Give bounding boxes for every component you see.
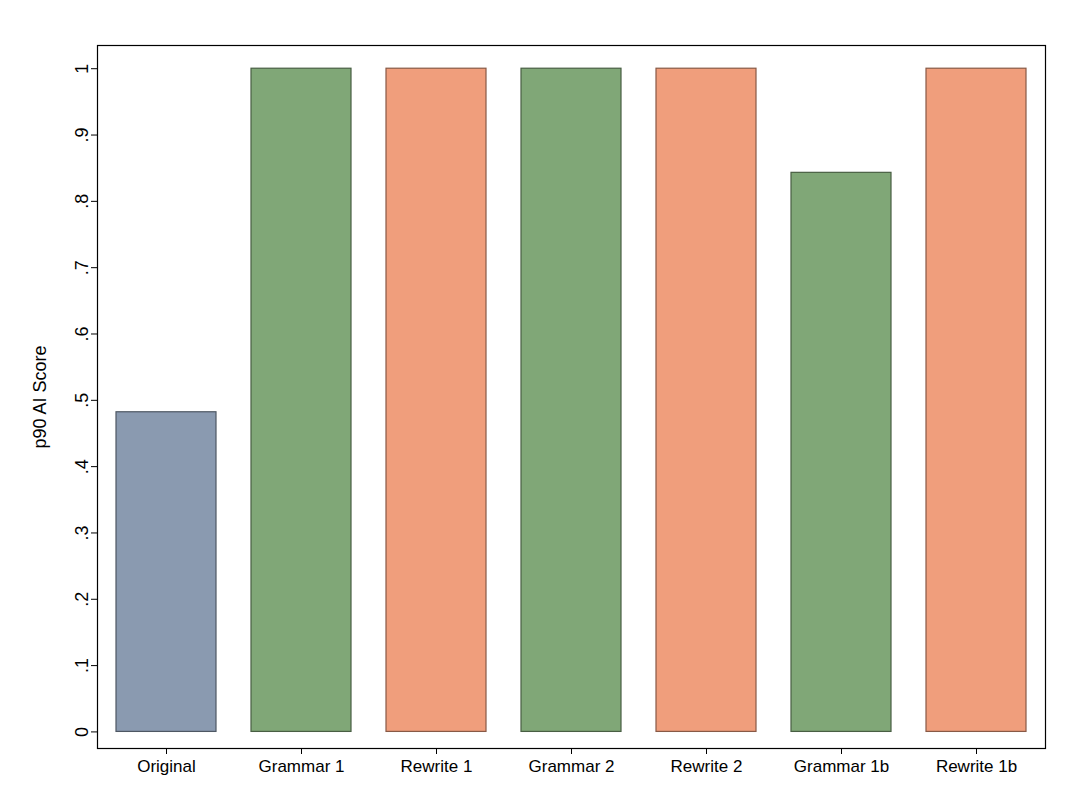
svg-text:.4: .4 [72,459,92,474]
svg-text:0: 0 [72,727,92,737]
svg-text:Rewrite 2: Rewrite 2 [671,757,743,776]
svg-text:p90 AI Score: p90 AI Score [30,345,50,448]
svg-text:.6: .6 [72,326,92,341]
svg-text:.7: .7 [72,260,92,275]
svg-text:.5: .5 [72,393,92,408]
svg-text:.3: .3 [72,525,92,540]
svg-text:1: 1 [72,64,92,74]
svg-text:Rewrite 1b: Rewrite 1b [936,757,1017,776]
svg-text:.2: .2 [72,592,92,607]
svg-text:.1: .1 [72,658,92,673]
svg-text:Grammar 1: Grammar 1 [259,757,345,776]
svg-text:Grammar 1b: Grammar 1b [794,757,889,776]
svg-text:.8: .8 [72,194,92,209]
svg-text:.9: .9 [72,128,92,143]
svg-text:Grammar 2: Grammar 2 [529,757,615,776]
svg-text:Original: Original [137,757,196,776]
svg-text:Rewrite 1: Rewrite 1 [401,757,473,776]
